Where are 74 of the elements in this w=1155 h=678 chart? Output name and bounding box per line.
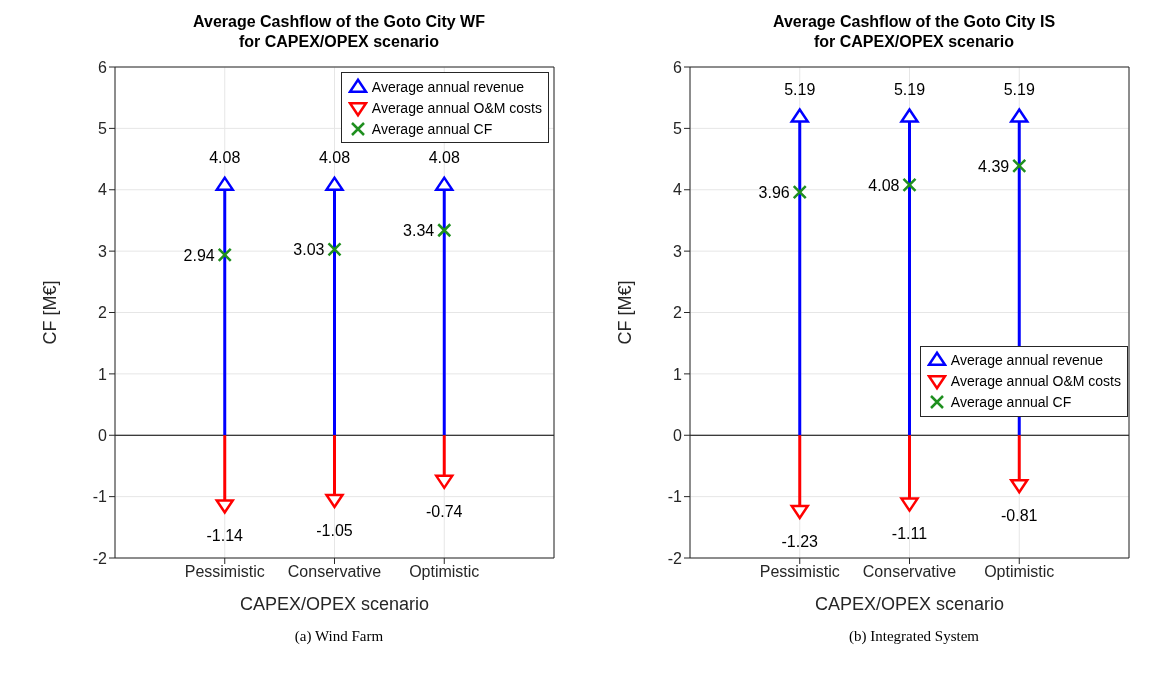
point [325, 493, 344, 509]
y-tick-label: 4 [98, 181, 108, 199]
x-axis-title: CAPEX/OPEX scenario [239, 594, 430, 614]
y-axis-title: CF [M€] [40, 280, 61, 345]
point [902, 177, 917, 193]
y-tick-label: 6 [98, 58, 108, 76]
data-label: 3.96 [758, 184, 790, 202]
text: (a) Wind Farm [293, 628, 385, 645]
data-label: 4.08 [209, 148, 241, 166]
point [900, 108, 919, 123]
data-label: -0.81 [1001, 506, 1038, 524]
y-tick-label: 0 [673, 426, 683, 444]
point [435, 474, 454, 490]
legend-label: Average annual CF [950, 394, 1072, 411]
data-label: -1.23 [781, 532, 819, 550]
point [792, 184, 807, 200]
y-tick-label: -2 [667, 549, 683, 567]
x-axis-title: CAPEX/OPEX scenario [814, 594, 1005, 614]
data-label: 2.94 [183, 246, 215, 264]
point [1010, 108, 1029, 123]
point [437, 223, 452, 238]
data-label: 4.08 [318, 148, 351, 166]
y-tick-label: 4 [673, 181, 683, 199]
point [327, 242, 342, 257]
data-label: -1.11 [891, 525, 928, 543]
point [1012, 158, 1027, 174]
data-label: -1.05 [316, 521, 353, 539]
chart-title: Average Cashflow of the Goto City IS for CAPEX/OPEX scenario [771, 12, 1057, 52]
y-tick-label: -1 [92, 488, 108, 506]
legend-label: Average annual O&M costs [950, 373, 1121, 390]
x-tick-label: Conservative [862, 563, 957, 581]
x-tick-label: Optimistic [409, 563, 480, 581]
y-tick-label: 5 [98, 120, 108, 138]
y-tick-label: 5 [673, 120, 683, 138]
point [435, 176, 454, 191]
point [1010, 478, 1029, 494]
y-tick-label: -2 [92, 549, 108, 567]
point [215, 499, 234, 514]
point [900, 497, 919, 512]
data-label: 3.34 [403, 222, 435, 240]
point [325, 176, 344, 191]
legend-label: Average annual O&M costs [371, 99, 542, 116]
y-tick-label: -1 [667, 488, 683, 506]
point [217, 247, 232, 263]
y-tick-label: 6 [673, 58, 683, 76]
data-label: 5.19 [1003, 80, 1035, 98]
data-label: -0.74 [426, 502, 463, 520]
text: (b) Integrated System [848, 628, 980, 645]
legend-label: Average annual revenue [950, 352, 1104, 369]
data-label: 3.03 [293, 241, 325, 259]
y-tick-label: 1 [673, 365, 683, 383]
legend-label: Average annual revenue [371, 78, 525, 95]
x-tick-label: Pessimistic [184, 563, 265, 581]
chart-title: Average Cashflow of the Goto City WF for CAPEX/OPEX scenario [192, 12, 486, 52]
data-label: 5.19 [784, 80, 816, 98]
y-tick-label: 2 [673, 304, 683, 322]
data-label: 4.39 [978, 157, 1010, 175]
data-label: 4.08 [428, 148, 460, 166]
y-axis-title: CF [M€] [615, 280, 636, 345]
y-tick-label: 3 [673, 242, 683, 260]
legend-label: Average annual CF [371, 120, 493, 137]
point [790, 504, 809, 520]
point [790, 108, 809, 123]
y-tick-label: 1 [98, 365, 108, 383]
x-tick-label: Conservative [287, 563, 382, 581]
y-tick-label: 2 [98, 304, 108, 322]
x-tick-label: Optimistic [984, 563, 1055, 581]
point [215, 176, 234, 191]
data-label: 4.08 [868, 176, 900, 194]
y-tick-label: 3 [98, 242, 108, 260]
y-tick-label: 0 [98, 426, 108, 444]
x-tick-label: Pessimistic [759, 563, 840, 581]
data-label: 5.19 [893, 80, 926, 98]
data-label: -1.14 [206, 527, 244, 545]
